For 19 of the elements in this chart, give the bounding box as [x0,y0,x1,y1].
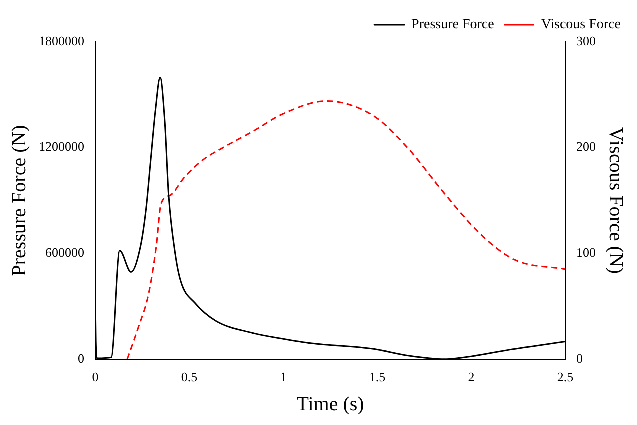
x-tick-label: 2 [468,370,475,385]
y2-axis-title: Viscous Force (N) [604,127,627,274]
y-tick-label: 1800000 [39,33,84,48]
y-axis-title: Pressure Force (N) [8,125,30,276]
y-tick-label: 600000 [46,245,84,260]
x-axis-title: Time (s) [296,393,364,416]
y2-tick-label: 300 [576,33,596,48]
x-tick-label: 1.5 [369,370,386,385]
y2-tick-label: 0 [576,350,583,366]
legend-label: Pressure Force [412,18,494,33]
y2-tick-label: 200 [576,139,596,154]
x-tick-label: 1 [280,370,287,385]
x-tick-label: 2.5 [557,370,574,385]
x-tick-label: 0 [92,370,99,385]
legend-label: Viscous Force [541,18,622,33]
y2-tick-label: 100 [576,245,596,260]
x-tick-label: 0.5 [181,370,198,385]
y-tick-label: 1200000 [39,139,84,154]
y-tick-label: 0 [78,350,84,366]
